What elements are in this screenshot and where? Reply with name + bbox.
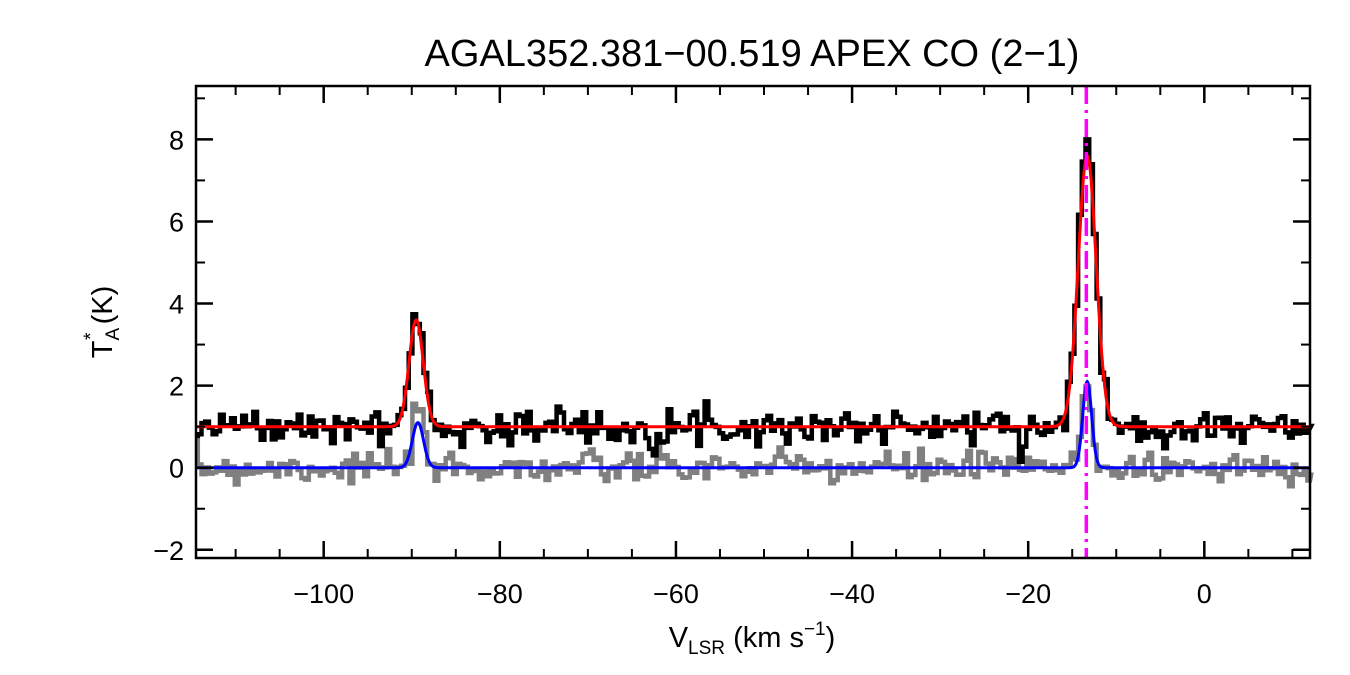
y-tick-label: −2 — [153, 536, 184, 566]
x-tick-label: −80 — [477, 579, 523, 609]
plot-frame — [194, 84, 1312, 560]
x-tick-label: −40 — [829, 579, 875, 609]
x-tick-label: 0 — [1197, 579, 1212, 609]
y-tick-label: 0 — [169, 454, 184, 484]
x-tick-label: −100 — [293, 579, 354, 609]
chart-title: AGAL352.381−00.519 APEX CO (2−1) — [425, 33, 1080, 75]
x-tick-label: −20 — [1005, 579, 1051, 609]
series-fit-components — [196, 379, 1310, 470]
x-tick-label: −60 — [653, 579, 699, 609]
y-axis-label: TA* (K) — [81, 286, 124, 359]
y-tick-label: 6 — [169, 207, 184, 237]
series-fit-total — [196, 153, 1310, 429]
y-tick-label: 8 — [169, 125, 184, 155]
series-layer — [195, 137, 1315, 489]
y-tick-label: 2 — [169, 372, 184, 402]
y-tick-label: 4 — [169, 290, 184, 320]
series-observed-spectrum — [195, 137, 1315, 464]
x-axis-label: VLSR (km s−1) — [669, 619, 836, 659]
